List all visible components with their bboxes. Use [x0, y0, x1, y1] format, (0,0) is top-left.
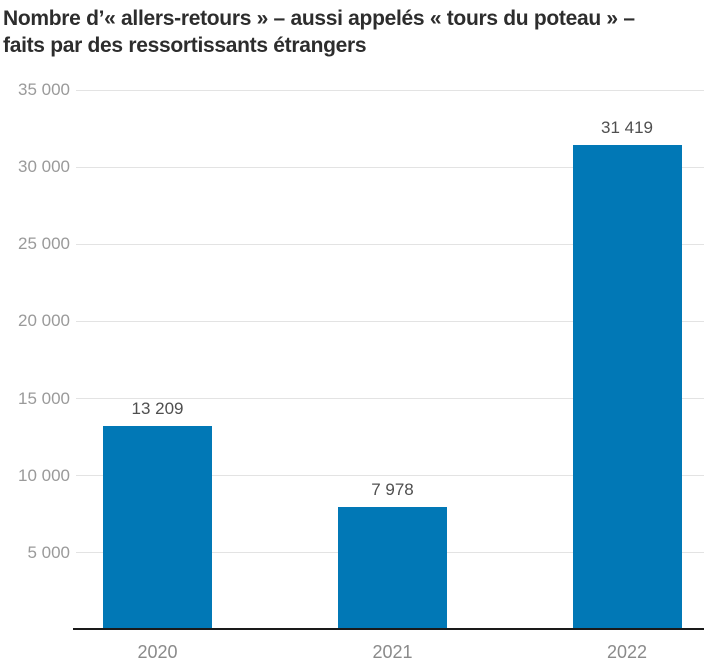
y-axis-tick-label: 30 000	[18, 157, 70, 177]
y-axis-tick-label: 15 000	[18, 388, 70, 408]
bar-value-label: 13 209	[131, 399, 184, 419]
gridline	[76, 398, 704, 400]
gridline	[76, 243, 704, 245]
gridline	[76, 166, 704, 168]
chart-title-line-2: faits par des ressortissants étrangers	[3, 34, 367, 57]
y-axis-tick-label: 35 000	[18, 80, 70, 99]
x-axis-line	[73, 628, 704, 630]
gridline	[76, 320, 704, 322]
bar-2022	[572, 145, 682, 630]
chart-title: Nombre d’« allers-retours » – aussi appe…	[3, 5, 709, 59]
bar-value-label: 7 978	[371, 479, 414, 499]
y-axis-tick-label: 20 000	[18, 311, 70, 331]
bar-value-label: 31 419	[601, 118, 653, 138]
y-axis-tick-label: 25 000	[18, 234, 70, 254]
x-axis-tick-label: 2020	[137, 642, 178, 662]
chart-title-line-1: Nombre d’« allers-retours » – aussi appe…	[3, 7, 635, 30]
bar-2021	[338, 506, 447, 630]
gridline	[76, 89, 704, 91]
y-axis-tick-label: 10 000	[18, 465, 70, 485]
x-axis-tick-label: 2022	[606, 642, 648, 662]
bar-2020	[103, 426, 212, 630]
gridline	[76, 475, 704, 477]
y-axis-tick-label: 5 000	[27, 542, 70, 562]
x-axis-tick-label: 2021	[372, 642, 413, 662]
